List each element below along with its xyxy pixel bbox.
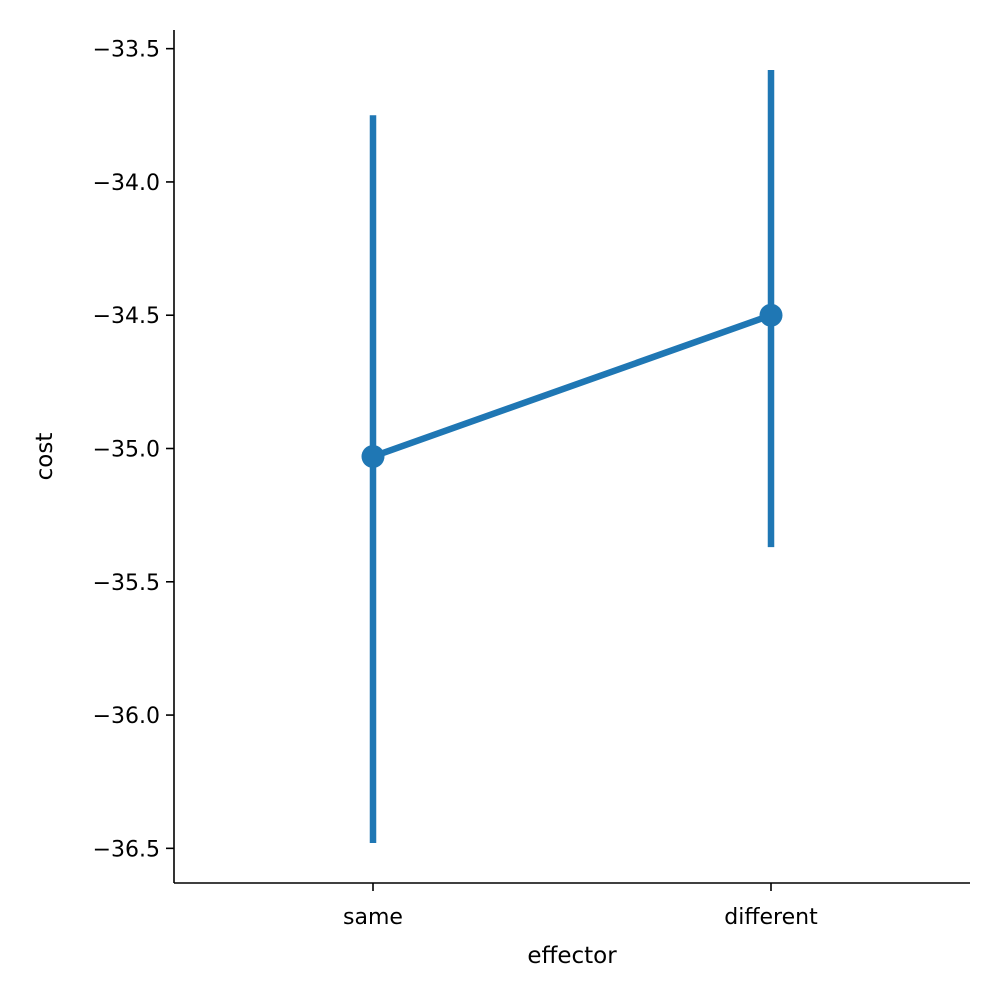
y-tick-label: −34.5: [93, 304, 160, 329]
y-tick-label: −36.0: [93, 704, 160, 729]
x-ticks: same different: [343, 883, 818, 930]
error-bars: [369, 69, 775, 844]
series-group: [361, 303, 783, 468]
data-point: [759, 303, 783, 327]
y-tick-label: −35.5: [93, 571, 160, 596]
y-axis-title: cost: [32, 433, 58, 481]
axes: −36.5 −36.0 −35.5 −35.0 −34.5 −34.0 −33.5 same…: [93, 30, 970, 930]
x-axis-title: effector: [527, 943, 617, 969]
data-point: [361, 445, 385, 468]
x-tick-label: different: [724, 905, 818, 930]
y-tick-label: −36.5: [93, 837, 160, 862]
y-tick-label: −35.0: [93, 438, 160, 463]
y-tick-label: −34.0: [93, 171, 160, 196]
y-tick-label: −33.5: [93, 38, 160, 63]
series-line: [369, 311, 775, 460]
x-tick-label: same: [343, 905, 403, 930]
y-ticks: −36.5 −36.0 −35.5 −35.0 −34.5 −34.0 −33.5: [93, 38, 174, 862]
